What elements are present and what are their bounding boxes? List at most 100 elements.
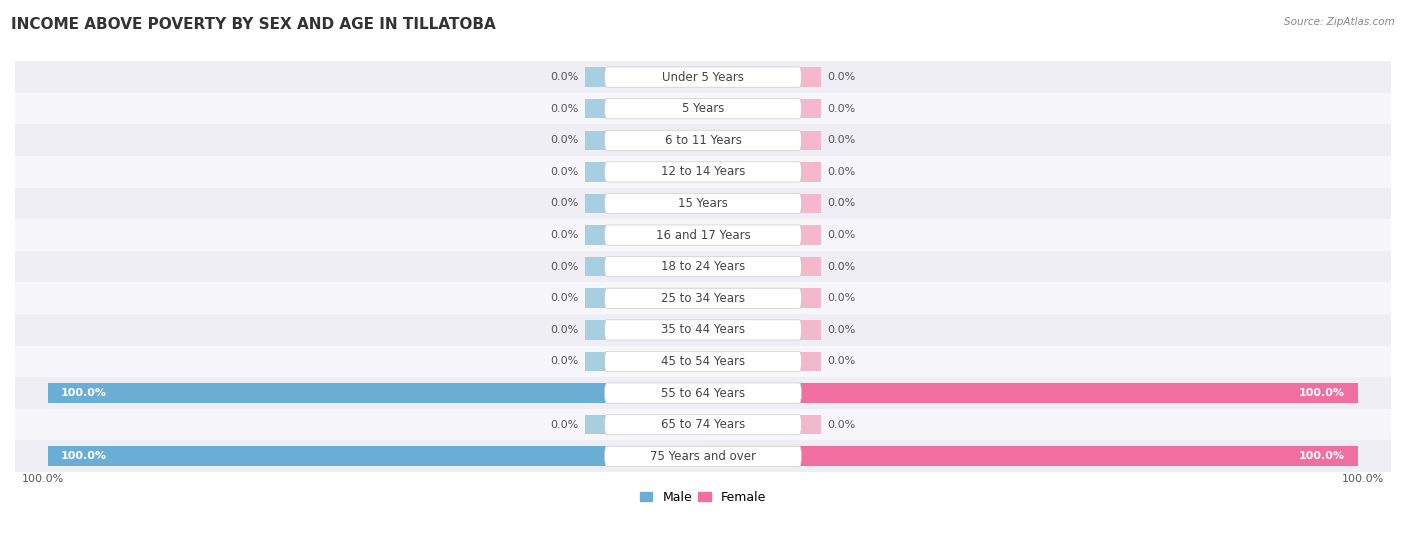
Bar <box>48 383 703 403</box>
FancyBboxPatch shape <box>605 320 801 340</box>
Text: 0.0%: 0.0% <box>550 262 578 272</box>
Bar <box>703 415 821 434</box>
Text: 0.0%: 0.0% <box>828 325 856 335</box>
Text: 0.0%: 0.0% <box>550 198 578 209</box>
Bar <box>15 61 1391 93</box>
Bar <box>15 440 1391 472</box>
Text: 100.0%: 100.0% <box>60 388 107 398</box>
Text: 0.0%: 0.0% <box>828 198 856 209</box>
Bar <box>703 320 821 340</box>
Text: 100.0%: 100.0% <box>21 473 63 484</box>
Bar <box>585 415 703 434</box>
Bar <box>15 345 1391 377</box>
Text: 16 and 17 Years: 16 and 17 Years <box>655 229 751 241</box>
Bar <box>48 447 703 466</box>
Text: 12 to 14 Years: 12 to 14 Years <box>661 165 745 178</box>
Bar <box>585 225 703 245</box>
FancyBboxPatch shape <box>605 383 801 403</box>
Bar <box>703 447 1358 466</box>
Text: 0.0%: 0.0% <box>828 420 856 430</box>
Text: 0.0%: 0.0% <box>550 357 578 367</box>
Bar <box>703 383 1358 403</box>
Text: 100.0%: 100.0% <box>60 451 107 461</box>
Text: 0.0%: 0.0% <box>550 230 578 240</box>
FancyBboxPatch shape <box>605 415 801 435</box>
FancyBboxPatch shape <box>605 98 801 119</box>
Bar <box>703 99 821 119</box>
Bar <box>703 352 821 371</box>
Text: 75 Years and over: 75 Years and over <box>650 450 756 463</box>
Text: 0.0%: 0.0% <box>550 104 578 113</box>
Text: 0.0%: 0.0% <box>828 72 856 82</box>
Bar <box>703 225 821 245</box>
Bar <box>15 251 1391 282</box>
Legend: Male, Female: Male, Female <box>636 486 770 509</box>
FancyBboxPatch shape <box>605 446 801 466</box>
FancyBboxPatch shape <box>605 130 801 150</box>
Bar <box>703 383 1358 403</box>
Text: 100.0%: 100.0% <box>1299 451 1346 461</box>
Bar <box>703 288 821 308</box>
Bar <box>703 67 821 87</box>
Bar <box>48 447 703 466</box>
Text: 0.0%: 0.0% <box>828 135 856 145</box>
Bar <box>585 67 703 87</box>
Bar <box>585 99 703 119</box>
Text: 100.0%: 100.0% <box>1343 473 1385 484</box>
Bar <box>585 194 703 214</box>
Bar <box>585 162 703 182</box>
Text: 0.0%: 0.0% <box>828 230 856 240</box>
Bar <box>585 257 703 277</box>
FancyBboxPatch shape <box>605 162 801 182</box>
Text: 5 Years: 5 Years <box>682 102 724 115</box>
Bar <box>703 130 821 150</box>
Bar <box>585 352 703 371</box>
Bar <box>703 447 1358 466</box>
Text: Under 5 Years: Under 5 Years <box>662 70 744 84</box>
Bar <box>48 383 703 403</box>
Text: 55 to 64 Years: 55 to 64 Years <box>661 387 745 400</box>
Text: 65 to 74 Years: 65 to 74 Years <box>661 418 745 431</box>
Bar <box>15 282 1391 314</box>
Text: 0.0%: 0.0% <box>550 167 578 177</box>
Text: 0.0%: 0.0% <box>550 293 578 304</box>
Bar <box>15 125 1391 156</box>
Text: 0.0%: 0.0% <box>550 420 578 430</box>
Bar <box>15 188 1391 219</box>
Text: 45 to 54 Years: 45 to 54 Years <box>661 355 745 368</box>
Bar <box>15 314 1391 345</box>
Bar <box>15 93 1391 125</box>
Bar <box>15 219 1391 251</box>
Text: 0.0%: 0.0% <box>550 72 578 82</box>
Text: 0.0%: 0.0% <box>828 357 856 367</box>
Bar <box>585 320 703 340</box>
Text: 25 to 34 Years: 25 to 34 Years <box>661 292 745 305</box>
Text: 35 to 44 Years: 35 to 44 Years <box>661 324 745 337</box>
FancyBboxPatch shape <box>605 352 801 372</box>
Bar <box>585 130 703 150</box>
Bar <box>585 288 703 308</box>
Text: 0.0%: 0.0% <box>828 262 856 272</box>
Bar <box>703 162 821 182</box>
Text: 0.0%: 0.0% <box>828 104 856 113</box>
Text: 18 to 24 Years: 18 to 24 Years <box>661 260 745 273</box>
Text: 100.0%: 100.0% <box>1299 388 1346 398</box>
FancyBboxPatch shape <box>605 257 801 277</box>
FancyBboxPatch shape <box>605 67 801 87</box>
Text: 0.0%: 0.0% <box>550 325 578 335</box>
Text: INCOME ABOVE POVERTY BY SEX AND AGE IN TILLATOBA: INCOME ABOVE POVERTY BY SEX AND AGE IN T… <box>11 17 496 32</box>
Bar <box>703 257 821 277</box>
Bar <box>15 156 1391 188</box>
Text: 0.0%: 0.0% <box>828 293 856 304</box>
Text: 0.0%: 0.0% <box>828 167 856 177</box>
Bar <box>15 409 1391 440</box>
FancyBboxPatch shape <box>605 288 801 309</box>
Bar <box>703 194 821 214</box>
Text: 0.0%: 0.0% <box>550 135 578 145</box>
FancyBboxPatch shape <box>605 225 801 245</box>
Text: 15 Years: 15 Years <box>678 197 728 210</box>
Bar <box>15 377 1391 409</box>
FancyBboxPatch shape <box>605 193 801 214</box>
Text: Source: ZipAtlas.com: Source: ZipAtlas.com <box>1284 17 1395 27</box>
Text: 6 to 11 Years: 6 to 11 Years <box>665 134 741 147</box>
